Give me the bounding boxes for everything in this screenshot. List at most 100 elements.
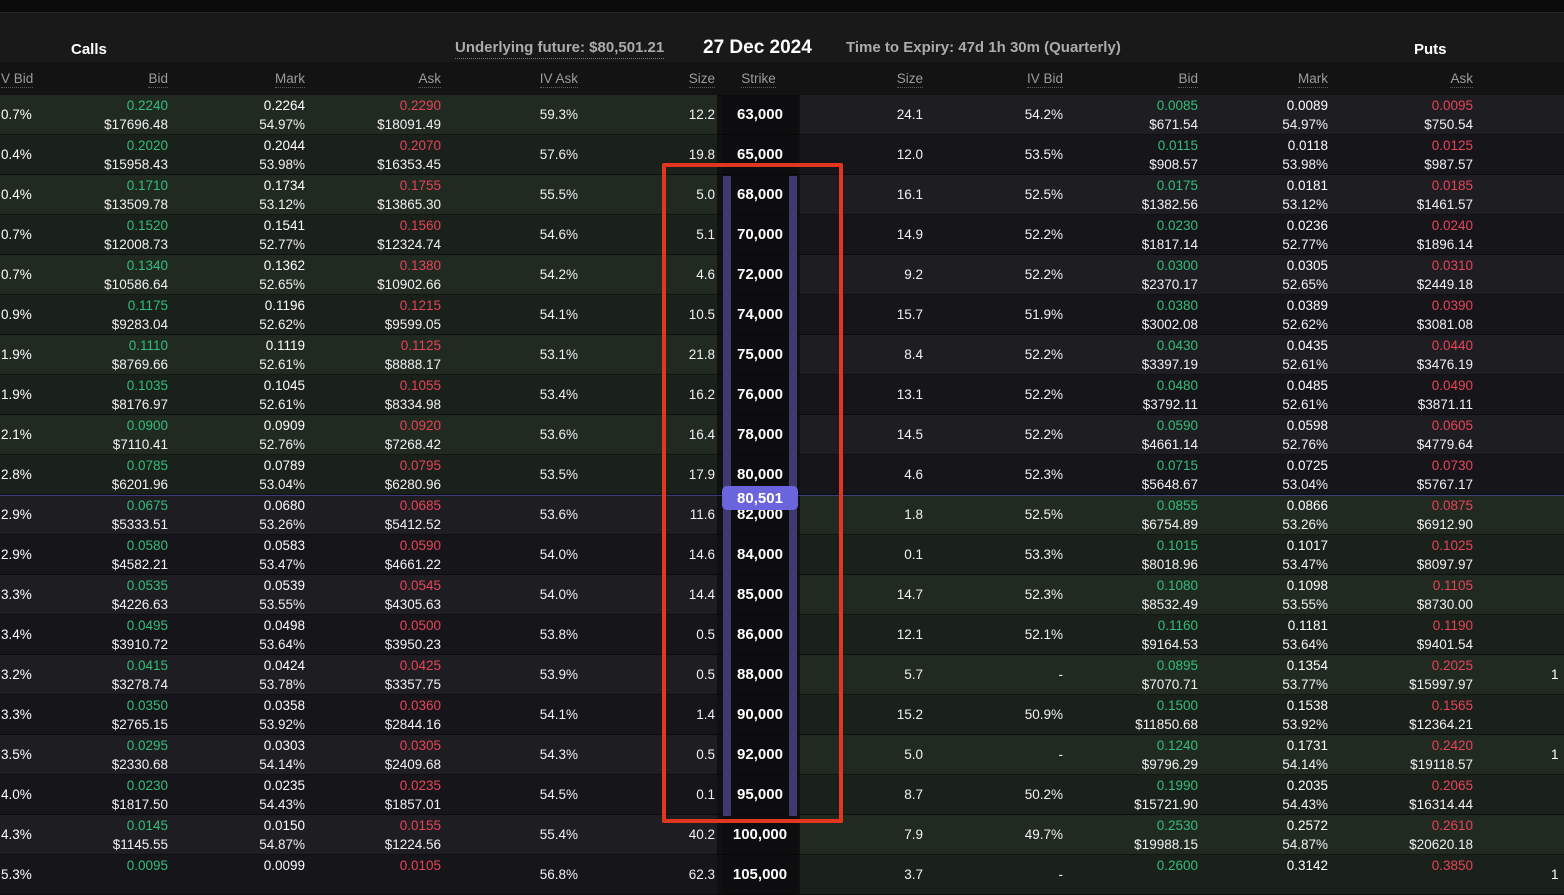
puts-bid-cell[interactable]: 0.1500 $11850.68 xyxy=(1065,695,1200,734)
option-row[interactable]: 0.4% 0.1710 $13509.78 0.1734 53.12% 0.1755 $13… xyxy=(0,175,1564,215)
puts-bid-cell[interactable]: 0.0430 $3397.19 xyxy=(1065,335,1200,374)
puts-bid-cell[interactable]: 0.0380 $3002.08 xyxy=(1065,295,1200,334)
calls-ask-cell[interactable]: 0.0795 $6280.96 xyxy=(307,455,443,494)
puts-ask-cell[interactable]: 0.0490 $3871.11 xyxy=(1330,375,1475,414)
puts-ask-cell[interactable]: 0.0440 $3476.19 xyxy=(1330,335,1475,374)
underlying-future-value[interactable]: Underlying future: $80,501.21 xyxy=(455,39,665,59)
puts-bid-cell[interactable]: 0.0855 $6754.89 xyxy=(1065,495,1200,534)
calls-ask-cell[interactable]: 0.2070 $16353.45 xyxy=(307,135,443,174)
option-row[interactable]: 1.9% 0.1035 $8176.97 0.1045 52.61% 0.1055 $833… xyxy=(0,375,1564,415)
calls-ask-cell[interactable]: 0.0360 $2844.16 xyxy=(307,695,443,734)
option-row[interactable]: 2.9% 0.0675 $5333.51 0.0680 53.26% 0.0685 $541… xyxy=(0,495,1564,535)
puts-bid-cell[interactable]: 0.1015 $8018.96 xyxy=(1065,535,1200,574)
calls-bid-cell[interactable]: 0.0535 $4226.63 xyxy=(34,575,170,614)
calls-ask-cell[interactable]: 0.0425 $3357.75 xyxy=(307,655,443,694)
strike-cell[interactable]: 76,000 xyxy=(723,375,797,414)
puts-bid-cell[interactable]: 0.1990 $15721.90 xyxy=(1065,775,1200,814)
strike-cell[interactable]: 78,000 xyxy=(723,415,797,454)
calls-bid-cell[interactable]: 0.0095 xyxy=(34,855,170,894)
option-row[interactable]: 2.8% 0.0785 $6201.96 0.0789 53.04% 0.0795 $628… xyxy=(0,455,1564,495)
calls-ask-cell[interactable]: 0.0105 xyxy=(307,855,443,894)
strike-cell[interactable]: 86,000 xyxy=(723,615,797,654)
puts-bid-cell[interactable]: 0.2600 xyxy=(1065,855,1200,894)
strike-cell[interactable]: 75,000 xyxy=(723,335,797,374)
puts-bid-cell[interactable]: 0.1240 $9796.29 xyxy=(1065,735,1200,774)
calls-bid-cell[interactable]: 0.0145 $1145.55 xyxy=(34,815,170,854)
puts-bid-cell[interactable]: 0.0175 $1382.56 xyxy=(1065,175,1200,214)
puts-ask-cell[interactable]: 0.0125 $987.57 xyxy=(1330,135,1475,174)
option-row[interactable]: 3.2% 0.0415 $3278.74 0.0424 53.78% 0.0425 $335… xyxy=(0,655,1564,695)
puts-ask-cell[interactable]: 0.2420 $19118.57 xyxy=(1330,735,1475,774)
calls-bid-cell[interactable]: 0.0675 $5333.51 xyxy=(34,495,170,534)
puts-bid-cell[interactable]: 0.0115 $908.57 xyxy=(1065,135,1200,174)
option-row[interactable]: 3.3% 0.0535 $4226.63 0.0539 53.55% 0.0545 $430… xyxy=(0,575,1564,615)
puts-ask-cell[interactable]: 0.2065 $16314.44 xyxy=(1330,775,1475,814)
calls-ask-cell[interactable]: 0.2290 $18091.49 xyxy=(307,95,443,134)
calls-bid-cell[interactable]: 0.2020 $15958.43 xyxy=(34,135,170,174)
calls-ask-cell[interactable]: 0.0235 $1857.01 xyxy=(307,775,443,814)
option-row[interactable]: 0.9% 0.1175 $9283.04 0.1196 52.62% 0.1215 $959… xyxy=(0,295,1564,335)
strike-cell[interactable]: 90,000 xyxy=(723,695,797,734)
puts-ask-cell[interactable]: 0.0185 $1461.57 xyxy=(1330,175,1475,214)
puts-bid-cell[interactable]: 0.0300 $2370.17 xyxy=(1065,255,1200,294)
strike-cell[interactable]: 105,000 xyxy=(723,855,797,894)
calls-bid-cell[interactable]: 0.1340 $10586.64 xyxy=(34,255,170,294)
calls-ask-cell[interactable]: 0.0545 $4305.63 xyxy=(307,575,443,614)
strike-cell[interactable]: 85,000 xyxy=(723,575,797,614)
option-row[interactable]: 4.0% 0.0230 $1817.50 0.0235 54.43% 0.0235 $185… xyxy=(0,775,1564,815)
option-row[interactable]: 4.3% 0.0145 $1145.55 0.0150 54.87% 0.0155 $122… xyxy=(0,815,1564,855)
strike-cell[interactable]: 65,000 xyxy=(723,135,797,174)
calls-ask-cell[interactable]: 0.0500 $3950.23 xyxy=(307,615,443,654)
calls-bid-cell[interactable]: 0.1175 $9283.04 xyxy=(34,295,170,334)
puts-bid-cell[interactable]: 0.0715 $5648.67 xyxy=(1065,455,1200,494)
option-row[interactable]: 0.7% 0.2240 $17696.48 0.2264 54.97% 0.2290 $18… xyxy=(0,95,1564,135)
calls-bid-cell[interactable]: 0.0295 $2330.68 xyxy=(34,735,170,774)
option-row[interactable]: 3.3% 0.0350 $2765.15 0.0358 53.92% 0.0360 $284… xyxy=(0,695,1564,735)
expiry-date-label[interactable]: 27 Dec 2024 xyxy=(703,37,812,58)
puts-ask-cell[interactable]: 0.1025 $8097.97 xyxy=(1330,535,1475,574)
strike-cell[interactable]: 63,000 xyxy=(723,95,797,134)
puts-ask-cell[interactable]: 0.0875 $6912.90 xyxy=(1330,495,1475,534)
calls-ask-cell[interactable]: 0.1055 $8334.98 xyxy=(307,375,443,414)
calls-bid-cell[interactable]: 0.0230 $1817.50 xyxy=(34,775,170,814)
calls-ask-cell[interactable]: 0.0590 $4661.22 xyxy=(307,535,443,574)
puts-ask-cell[interactable]: 0.0310 $2449.18 xyxy=(1330,255,1475,294)
strike-cell[interactable]: 74,000 xyxy=(723,295,797,334)
option-row[interactable]: 0.7% 0.1520 $12008.73 0.1541 52.77% 0.1560 $12… xyxy=(0,215,1564,255)
puts-ask-cell[interactable]: 0.2025 $15997.97 xyxy=(1330,655,1475,694)
calls-bid-cell[interactable]: 0.1710 $13509.78 xyxy=(34,175,170,214)
puts-ask-cell[interactable]: 0.0390 $3081.08 xyxy=(1330,295,1475,334)
calls-bid-cell[interactable]: 0.1035 $8176.97 xyxy=(34,375,170,414)
option-row[interactable]: 1.9% 0.1110 $8769.66 0.1119 52.61% 0.1125 $888… xyxy=(0,335,1564,375)
puts-ask-cell[interactable]: 0.0730 $5767.17 xyxy=(1330,455,1475,494)
calls-bid-cell[interactable]: 0.1110 $8769.66 xyxy=(34,335,170,374)
puts-bid-cell[interactable]: 0.1080 $8532.49 xyxy=(1065,575,1200,614)
strike-cell[interactable]: 88,000 xyxy=(723,655,797,694)
strike-cell[interactable]: 68,000 xyxy=(723,175,797,214)
puts-bid-cell[interactable]: 0.0895 $7070.71 xyxy=(1065,655,1200,694)
calls-ask-cell[interactable]: 0.1755 $13865.30 xyxy=(307,175,443,214)
puts-bid-cell[interactable]: 0.1160 $9164.53 xyxy=(1065,615,1200,654)
puts-ask-cell[interactable]: 0.0240 $1896.14 xyxy=(1330,215,1475,254)
strike-cell[interactable]: 72,000 xyxy=(723,255,797,294)
puts-bid-cell[interactable]: 0.0590 $4661.14 xyxy=(1065,415,1200,454)
calls-bid-cell[interactable]: 0.0785 $6201.96 xyxy=(34,455,170,494)
puts-bid-cell[interactable]: 0.2530 $19988.15 xyxy=(1065,815,1200,854)
puts-ask-cell[interactable]: 0.0095 $750.54 xyxy=(1330,95,1475,134)
puts-ask-cell[interactable]: 0.0605 $4779.64 xyxy=(1330,415,1475,454)
calls-bid-cell[interactable]: 0.2240 $17696.48 xyxy=(34,95,170,134)
calls-ask-cell[interactable]: 0.1125 $8888.17 xyxy=(307,335,443,374)
calls-ask-cell[interactable]: 0.0685 $5412.52 xyxy=(307,495,443,534)
calls-bid-cell[interactable]: 0.0495 $3910.72 xyxy=(34,615,170,654)
strike-cell[interactable]: 92,000 xyxy=(723,735,797,774)
puts-ask-cell[interactable]: 0.2610 $20620.18 xyxy=(1330,815,1475,854)
puts-ask-cell[interactable]: 0.1105 $8730.00 xyxy=(1330,575,1475,614)
puts-bid-cell[interactable]: 0.0230 $1817.14 xyxy=(1065,215,1200,254)
strike-cell[interactable]: 100,000 xyxy=(723,815,797,854)
strike-cell[interactable]: 84,000 xyxy=(723,535,797,574)
calls-bid-cell[interactable]: 0.1520 $12008.73 xyxy=(34,215,170,254)
puts-ask-cell[interactable]: 0.1565 $12364.21 xyxy=(1330,695,1475,734)
option-row[interactable]: 0.7% 0.1340 $10586.64 0.1362 52.65% 0.1380 $10… xyxy=(0,255,1564,295)
calls-ask-cell[interactable]: 0.1380 $10902.66 xyxy=(307,255,443,294)
puts-bid-cell[interactable]: 0.0085 $671.54 xyxy=(1065,95,1200,134)
